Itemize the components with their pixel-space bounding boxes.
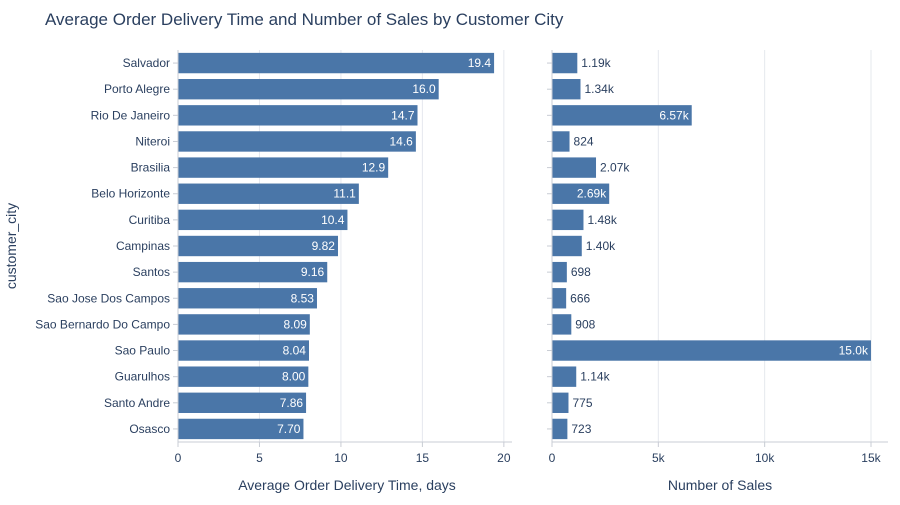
delivery-x-tick-label: 0	[175, 451, 182, 465]
sales-bar-value-label: 2.07k	[600, 161, 630, 175]
sales-bar-value-label: 1.14k	[580, 370, 610, 384]
delivery-bar-value-label: 8.53	[291, 291, 315, 305]
sales-bar-value-label: 1.19k	[581, 56, 611, 70]
delivery-bar	[178, 209, 348, 231]
delivery-bar-value-label: 7.86	[280, 396, 304, 410]
sales-bar	[552, 79, 581, 100]
sales-bar	[552, 288, 567, 309]
category-label: Salvador	[123, 56, 170, 70]
delivery-x-tick-label: 5	[256, 451, 263, 465]
category-label: Rio De Janeiro	[91, 108, 171, 122]
category-label: Guarulhos	[115, 370, 170, 384]
delivery-bar	[178, 105, 418, 126]
delivery-bar-value-label: 8.09	[283, 317, 307, 331]
delivery-bar	[178, 340, 309, 361]
sales-bar-value-label: 2.69k	[577, 187, 607, 201]
sales-x-tick-label: 10k	[755, 451, 775, 465]
category-label: Santo Andre	[104, 396, 170, 410]
delivery-x-tick-label: 10	[334, 451, 348, 465]
delivery-bar	[178, 52, 495, 74]
delivery-bar-value-label: 14.7	[391, 108, 415, 122]
sales-bar	[552, 392, 569, 413]
delivery-x-tick-label: 15	[416, 451, 430, 465]
sales-bar	[552, 105, 692, 126]
category-label: Niteroi	[135, 134, 170, 148]
sales-bar-value-label: 666	[570, 291, 590, 305]
sales-bar	[552, 52, 578, 74]
delivery-bar	[178, 366, 309, 387]
sales-bar-value-label: 775	[572, 396, 592, 410]
delivery-time-panel: 0 5 10 15 20 Salvador 19.4 Porto Alegre 16.0 Rio …	[35, 50, 512, 465]
sales-bar	[552, 314, 572, 335]
delivery-bar	[178, 235, 338, 257]
category-label: Sao Paulo	[115, 344, 171, 358]
sales-x-axis-title: Number of Sales	[668, 477, 772, 493]
delivery-bar-value-label: 8.00	[282, 370, 306, 384]
sales-bar	[552, 418, 568, 440]
delivery-bar	[178, 288, 317, 309]
category-label: Brasilia	[131, 161, 171, 175]
sales-x-tick-label: 0	[549, 451, 556, 465]
delivery-bar	[178, 314, 310, 335]
delivery-bar	[178, 79, 439, 100]
delivery-bar-value-label: 14.6	[390, 134, 414, 148]
sales-bar	[552, 157, 597, 178]
sales-bar-value-label: 824	[574, 134, 594, 148]
delivery-x-tick-label: 20	[497, 451, 511, 465]
category-label: Osasco	[129, 422, 170, 436]
delivery-bar	[178, 157, 389, 178]
number-of-sales-panel: 0 5k 10k 15k 1.19k 1.34k 6.57k 824 2.07k 2.69k 1.4…	[547, 50, 888, 465]
sales-bar-value-label: 723	[571, 422, 591, 436]
delivery-bar-value-label: 9.82	[312, 239, 336, 253]
sales-bar	[552, 183, 610, 204]
category-label: Curitiba	[129, 213, 171, 227]
category-label: Porto Alegre	[104, 82, 170, 96]
delivery-bar-value-label: 7.70	[277, 422, 301, 436]
chart-title: Average Order Delivery Time and Number o…	[45, 10, 564, 29]
sales-bar-value-label: 1.40k	[586, 239, 616, 253]
delivery-bar	[178, 418, 304, 440]
y-axis-title: customer_city	[3, 203, 19, 289]
sales-bar-value-label: 908	[575, 317, 595, 331]
sales-x-tick-label: 15k	[861, 451, 881, 465]
category-label: Belo Horizonte	[91, 187, 170, 201]
category-label: Sao Jose Dos Campos	[47, 291, 170, 305]
delivery-bar-value-label: 8.04	[283, 344, 307, 358]
category-label: Campinas	[116, 239, 170, 253]
delivery-bar-value-label: 11.1	[333, 187, 356, 201]
sales-bar-value-label: 1.48k	[587, 213, 617, 227]
delivery-x-axis-title: Average Order Delivery Time, days	[238, 477, 456, 493]
delivery-bar-value-label: 19.4	[468, 56, 492, 70]
delivery-bar-value-label: 10.4	[321, 213, 345, 227]
sales-bar-value-label: 6.57k	[659, 108, 689, 122]
delivery-bar	[178, 183, 359, 204]
delivery-bar	[178, 261, 328, 283]
sales-bar	[552, 235, 582, 257]
sales-bar-value-label: 1.34k	[584, 82, 614, 96]
sales-bar	[552, 366, 577, 387]
category-label: Sao Bernardo Do Campo	[35, 317, 170, 331]
sales-bar-value-label: 698	[571, 265, 591, 279]
sales-bar	[552, 131, 570, 152]
delivery-bar-value-label: 16.0	[412, 82, 436, 96]
delivery-bar-value-label: 12.9	[362, 161, 386, 175]
sales-bar	[552, 340, 871, 361]
sales-x-tick-label: 5k	[652, 451, 666, 465]
delivery-bar-value-label: 9.16	[301, 265, 325, 279]
sales-bar	[552, 209, 584, 231]
category-label: Santos	[133, 265, 170, 279]
delivery-bar	[178, 392, 307, 413]
sales-bar	[552, 261, 567, 283]
sales-bar-value-label: 15.0k	[839, 344, 869, 358]
delivery-bar	[178, 131, 416, 152]
